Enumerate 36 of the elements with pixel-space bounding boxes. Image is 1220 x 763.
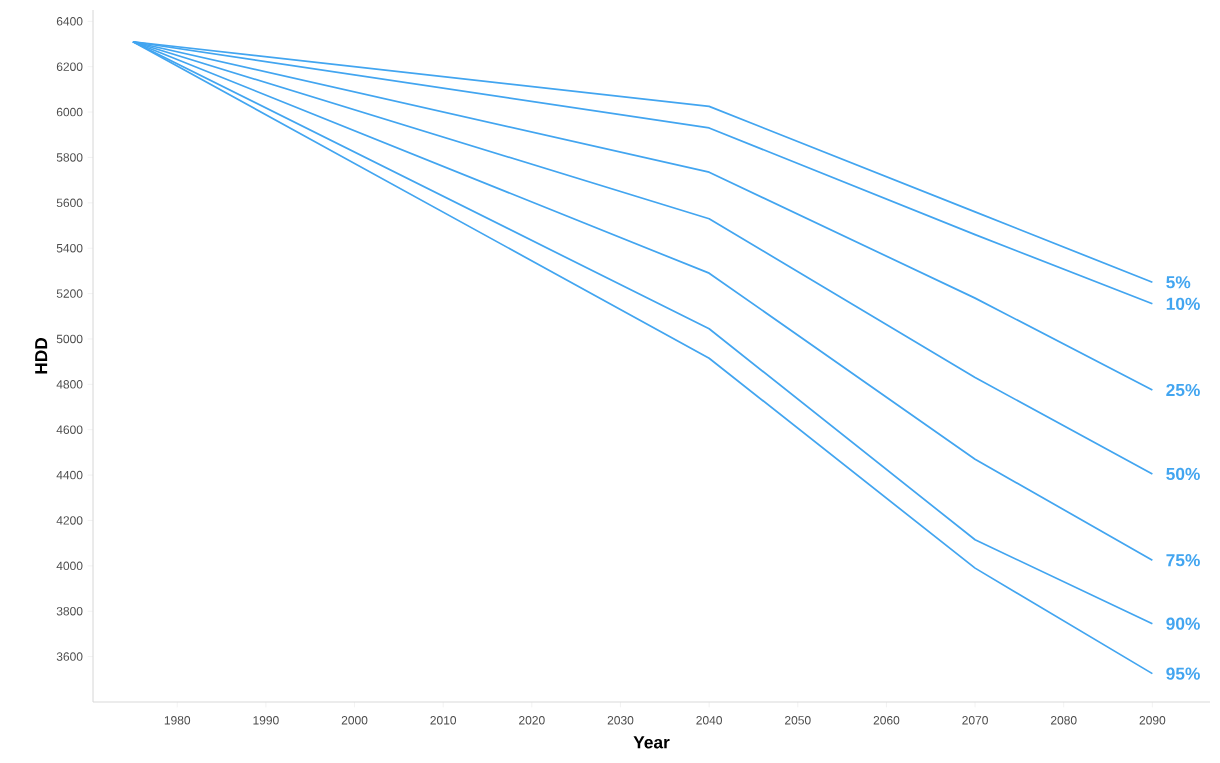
series-label: 25%	[1166, 383, 1200, 397]
x-tick-label: 2050	[785, 716, 811, 725]
x-tick-label: 2090	[1139, 716, 1166, 725]
y-tick-label: 5400	[56, 243, 83, 253]
x-tick-label: 2060	[873, 716, 900, 725]
y-tick-label: 5200	[56, 289, 83, 298]
series-label: 90%	[1166, 617, 1200, 630]
y-tick-label: 4000	[56, 561, 83, 571]
x-tick-label: 2070	[962, 716, 988, 725]
x-tick-label: 2010	[430, 716, 457, 725]
series-label: 5%	[1166, 276, 1191, 289]
series-label: 10%	[1166, 297, 1200, 310]
y-tick-label: 4200	[56, 516, 83, 525]
y-tick-label: 4400	[56, 470, 83, 480]
series-label: 75%	[1166, 554, 1200, 567]
y-tick-label: 6000	[56, 107, 83, 117]
x-tick-label: 2030	[607, 716, 634, 725]
x-tick-label: 2020	[519, 716, 545, 725]
y-tick-label: 5000	[56, 334, 83, 344]
y-tick-label: 6400	[56, 17, 83, 26]
x-tick-label: 1980	[164, 716, 191, 725]
y-tick-label: 6200	[56, 62, 83, 71]
y-tick-label: 4600	[56, 425, 83, 434]
y-tick-label: 5600	[56, 198, 83, 208]
x-tick-label: 2080	[1050, 716, 1077, 725]
y-tick-label: 4800	[56, 380, 83, 389]
x-tick-label: 1990	[253, 716, 279, 725]
x-tick-label: 2040	[696, 716, 723, 725]
x-tick-label: 2000	[341, 716, 368, 725]
y-axis-title: HDD	[35, 337, 48, 374]
y-tick-label: 5800	[56, 153, 83, 162]
x-axis-title: Year	[633, 736, 670, 749]
y-tick-label: 3800	[56, 606, 83, 616]
y-tick-label: 3600	[56, 652, 83, 661]
series-label: 95%	[1166, 667, 1200, 680]
series-label: 50%	[1166, 467, 1200, 481]
